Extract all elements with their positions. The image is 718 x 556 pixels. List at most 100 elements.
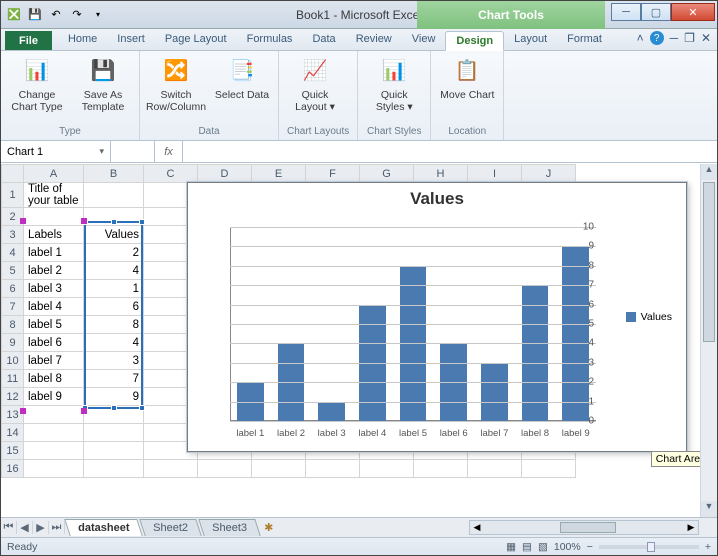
row-header-16[interactable]: 16	[2, 460, 24, 478]
cell-B8[interactable]: 8	[84, 316, 144, 334]
minimize-button[interactable]: ─	[611, 3, 641, 21]
cell-A15[interactable]	[24, 442, 84, 460]
horizontal-scrollbar[interactable]: ◀ ▶	[469, 520, 699, 535]
cell-A9[interactable]: label 6	[24, 334, 84, 352]
cell-A8[interactable]: label 5	[24, 316, 84, 334]
sheet-tab-sheet2[interactable]: Sheet2	[140, 519, 202, 536]
ribbon-btn-select-data[interactable]: 📑Select Data	[214, 55, 270, 113]
help-icon[interactable]: ?	[650, 31, 664, 45]
row-header-7[interactable]: 7	[2, 298, 24, 316]
ribbon-btn-switch-row-column[interactable]: 🔀Switch Row/Column	[148, 55, 204, 113]
ribbon-btn-change-chart-type[interactable]: 📊Change Chart Type	[9, 55, 65, 113]
name-box[interactable]: Chart 1 ▾	[1, 141, 111, 162]
row-header-15[interactable]: 15	[2, 442, 24, 460]
row-header-4[interactable]: 4	[2, 244, 24, 262]
row-header-6[interactable]: 6	[2, 280, 24, 298]
tab-design[interactable]: Design	[445, 31, 504, 51]
scroll-up-icon[interactable]: ▲	[701, 164, 717, 180]
tab-view[interactable]: View	[402, 30, 446, 50]
col-header-J[interactable]: J	[522, 165, 576, 183]
col-header-F[interactable]: F	[306, 165, 360, 183]
workbook-close-icon[interactable]: ✕	[701, 31, 711, 45]
cell-I16[interactable]	[468, 460, 522, 478]
workbook-min-icon[interactable]: ─	[670, 31, 679, 45]
cell-B5[interactable]: 4	[84, 262, 144, 280]
bar[interactable]	[562, 246, 589, 421]
cell-B12[interactable]: 9	[84, 388, 144, 406]
col-header-B[interactable]: B	[84, 165, 144, 183]
cell-B10[interactable]: 3	[84, 352, 144, 370]
redo-icon[interactable]: ↷	[68, 6, 86, 24]
tab-layout[interactable]: Layout	[504, 30, 557, 50]
minimize-ribbon-icon[interactable]: ˄	[637, 31, 644, 45]
cell-A5[interactable]: label 2	[24, 262, 84, 280]
maximize-button[interactable]: ▢	[641, 3, 671, 21]
namebox-dropdown-icon[interactable]: ▾	[99, 146, 104, 157]
cell-G16[interactable]	[360, 460, 414, 478]
row-header-1[interactable]: 1	[2, 183, 24, 208]
col-header-C[interactable]: C	[144, 165, 198, 183]
row-header-12[interactable]: 12	[2, 388, 24, 406]
sheet-tab-sheet3[interactable]: Sheet3	[198, 519, 260, 536]
zoom-level[interactable]: 100%	[554, 541, 581, 553]
cell-B13[interactable]	[84, 406, 144, 424]
zoom-slider[interactable]	[599, 545, 699, 549]
col-header-A[interactable]: A	[24, 165, 84, 183]
tab-home[interactable]: Home	[58, 30, 107, 50]
bar[interactable]	[481, 363, 508, 421]
plot-area[interactable]: label 1label 2label 3label 4label 5label…	[230, 227, 596, 421]
view-normal-icon[interactable]: ▦	[506, 541, 516, 553]
col-header-I[interactable]: I	[468, 165, 522, 183]
cell-D16[interactable]	[198, 460, 252, 478]
cell-H16[interactable]	[414, 460, 468, 478]
cell-A12[interactable]: label 9	[24, 388, 84, 406]
tab-formulas[interactable]: Formulas	[237, 30, 303, 50]
vertical-scrollbar[interactable]: ▲ ▼	[700, 164, 717, 517]
row-header-8[interactable]: 8	[2, 316, 24, 334]
sheet-nav-first-icon[interactable]: ⏮	[1, 521, 17, 534]
cell-A10[interactable]: label 7	[24, 352, 84, 370]
cell-B7[interactable]: 6	[84, 298, 144, 316]
ribbon-btn-quick-styles-[interactable]: 📊Quick Styles ▾	[366, 55, 422, 113]
view-pagebreak-icon[interactable]: ▧	[538, 541, 548, 553]
cell-A14[interactable]	[24, 424, 84, 442]
col-header-G[interactable]: G	[360, 165, 414, 183]
cell-B1[interactable]	[84, 183, 144, 208]
qat-dropdown-icon[interactable]: ▾	[89, 6, 107, 24]
select-all[interactable]	[2, 165, 24, 183]
sheet-nav-last-icon[interactable]: ⏭	[49, 521, 65, 534]
undo-icon[interactable]: ↶	[47, 6, 65, 24]
cell-B16[interactable]	[84, 460, 144, 478]
zoom-in-icon[interactable]: +	[705, 541, 711, 553]
file-tab[interactable]: File	[5, 31, 52, 50]
cell-B2[interactable]	[84, 208, 144, 226]
row-header-9[interactable]: 9	[2, 334, 24, 352]
hscroll-thumb[interactable]	[560, 522, 616, 533]
cell-B9[interactable]: 4	[84, 334, 144, 352]
cell-F16[interactable]	[306, 460, 360, 478]
cell-E16[interactable]	[252, 460, 306, 478]
embedded-chart[interactable]: Values label 1label 2label 3label 4label…	[187, 182, 687, 452]
row-header-5[interactable]: 5	[2, 262, 24, 280]
cell-J16[interactable]	[522, 460, 576, 478]
sheet-nav-next-icon[interactable]: ▶	[33, 521, 49, 534]
cell-B6[interactable]: 1	[84, 280, 144, 298]
cell-A4[interactable]: label 1	[24, 244, 84, 262]
tab-page-layout[interactable]: Page Layout	[155, 30, 237, 50]
tab-data[interactable]: Data	[302, 30, 345, 50]
row-header-11[interactable]: 11	[2, 370, 24, 388]
cell-A2[interactable]	[24, 208, 84, 226]
ribbon-btn-save-as-template[interactable]: 💾Save As Template	[75, 55, 131, 113]
close-button[interactable]: ✕	[671, 3, 715, 21]
cell-B14[interactable]	[84, 424, 144, 442]
cell-A7[interactable]: label 4	[24, 298, 84, 316]
view-layout-icon[interactable]: ▤	[522, 541, 532, 553]
tab-format[interactable]: Format	[557, 30, 612, 50]
cell-B4[interactable]: 2	[84, 244, 144, 262]
workbook-restore-icon[interactable]: ❐	[684, 31, 695, 45]
tab-insert[interactable]: Insert	[107, 30, 155, 50]
cell-A11[interactable]: label 8	[24, 370, 84, 388]
cell-B11[interactable]: 7	[84, 370, 144, 388]
cell-B15[interactable]	[84, 442, 144, 460]
chart-legend[interactable]: Values	[626, 311, 672, 323]
